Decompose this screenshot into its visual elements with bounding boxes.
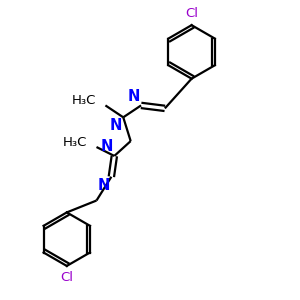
Text: H₃C: H₃C bbox=[63, 136, 88, 149]
Text: N: N bbox=[110, 118, 122, 133]
Text: N: N bbox=[101, 140, 113, 154]
Text: N: N bbox=[98, 178, 110, 193]
Text: H₃C: H₃C bbox=[72, 94, 97, 107]
Text: Cl: Cl bbox=[60, 271, 73, 284]
Text: Cl: Cl bbox=[185, 7, 198, 20]
Text: N: N bbox=[127, 89, 140, 104]
